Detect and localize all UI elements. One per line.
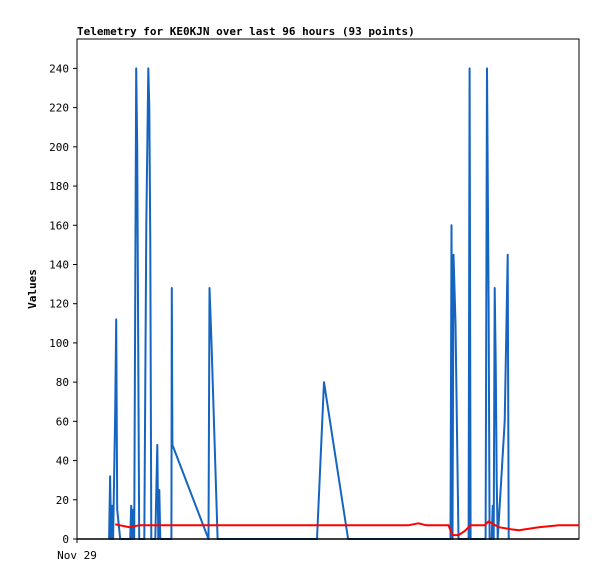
y-tick-label: 160: [49, 219, 69, 232]
y-tick-label: 220: [49, 102, 69, 115]
y-tick-label: 60: [56, 415, 69, 428]
y-tick-label: 100: [49, 337, 69, 350]
series-line-0: [108, 67, 510, 540]
chart-title: Telemetry for KE0KJN over last 96 hours …: [77, 25, 415, 38]
y-tick-label: 140: [49, 258, 69, 271]
y-axis-label: Values: [26, 269, 39, 309]
y-tick-label: 180: [49, 180, 69, 193]
y-tick-label: 240: [49, 62, 69, 75]
series-group: [77, 67, 579, 540]
series-line-1: [114, 520, 579, 537]
y-tick-label: 0: [62, 533, 69, 546]
y-tick-label: 200: [49, 141, 69, 154]
x-tick-label: Nov 29: [57, 549, 97, 562]
y-axis: 0 20 40 60 80 100 120 140 160 180 200 220 240: [49, 62, 77, 546]
y-tick-label: 40: [56, 455, 69, 468]
y-tick-label: 120: [49, 298, 69, 311]
y-tick-label: 80: [56, 376, 69, 389]
plot-area: [76, 38, 580, 540]
y-tick-label: 20: [56, 494, 69, 507]
